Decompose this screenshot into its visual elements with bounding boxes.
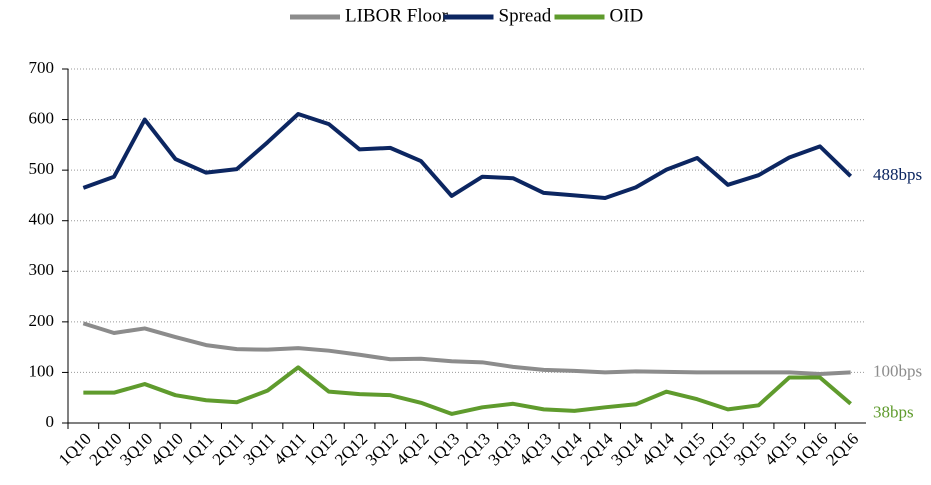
legend-label: OID bbox=[610, 5, 644, 26]
x-tick-label: 4Q12 bbox=[392, 429, 432, 469]
x-tick-label: 3Q11 bbox=[239, 429, 279, 469]
y-tick-label: 300 bbox=[29, 260, 55, 279]
x-tick-label: 4Q13 bbox=[515, 429, 555, 469]
y-tick-label: 400 bbox=[29, 210, 55, 229]
x-tick-label: 4Q14 bbox=[638, 429, 679, 470]
y-tick-label: 0 bbox=[46, 412, 55, 431]
end-annotation: 488bps bbox=[873, 165, 922, 184]
series-line bbox=[82, 321, 851, 376]
end-annotation: 38bps bbox=[873, 403, 914, 422]
x-tick-label: 3Q12 bbox=[362, 429, 402, 469]
legend-label: LIBOR Floor bbox=[345, 5, 449, 26]
end-annotation: 100bps bbox=[873, 361, 922, 380]
x-tick-label: 2Q13 bbox=[454, 429, 494, 469]
x-tick-label: 1Q16 bbox=[791, 429, 831, 469]
x-tick-label: 4Q11 bbox=[270, 429, 310, 469]
x-tick-label: 2Q16 bbox=[822, 429, 862, 469]
x-tick-label: 3Q10 bbox=[116, 429, 156, 469]
y-tick-label: 500 bbox=[29, 159, 55, 178]
x-tick-label: 1Q13 bbox=[423, 429, 463, 469]
x-tick-label: 2Q14 bbox=[577, 429, 618, 470]
x-tick-label: 2Q15 bbox=[699, 429, 739, 469]
series-line bbox=[82, 112, 853, 200]
x-tick-label: 1Q12 bbox=[300, 429, 340, 469]
y-tick-label: 700 bbox=[29, 58, 55, 77]
x-tick-label: 2Q10 bbox=[85, 429, 125, 469]
series-line bbox=[83, 365, 852, 416]
x-tick-label: 1Q14 bbox=[546, 429, 587, 470]
y-tick-label: 600 bbox=[29, 108, 55, 127]
legend-label: Spread bbox=[499, 5, 552, 26]
x-tick-label: 1Q15 bbox=[669, 429, 709, 469]
y-tick-label: 200 bbox=[29, 311, 55, 330]
x-tick-label: 2Q11 bbox=[209, 429, 249, 469]
x-tick-label: 3Q15 bbox=[730, 429, 770, 469]
x-tick-label: 2Q12 bbox=[331, 429, 371, 469]
x-tick-label: 1Q10 bbox=[55, 429, 95, 469]
x-tick-label: 1Q11 bbox=[178, 429, 218, 469]
x-tick-label: 3Q14 bbox=[607, 429, 648, 470]
x-tick-label: 4Q10 bbox=[147, 429, 187, 469]
x-tick-label: 3Q13 bbox=[484, 429, 524, 469]
x-tick-label: 4Q15 bbox=[761, 429, 801, 469]
y-tick-label: 100 bbox=[29, 361, 55, 380]
